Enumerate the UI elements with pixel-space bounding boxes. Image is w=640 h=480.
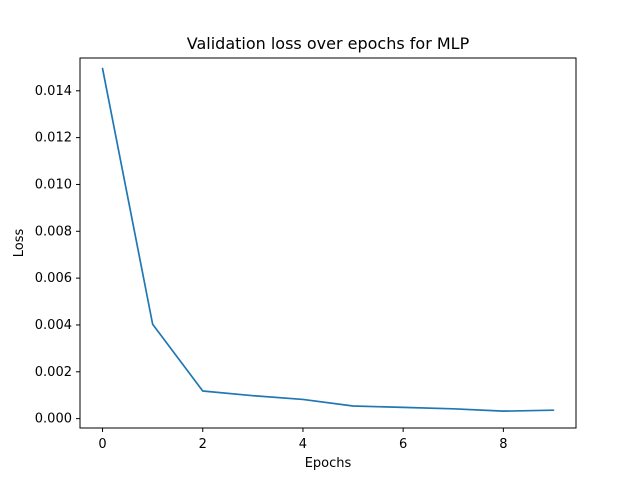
y-tick-label-1: 0.002	[35, 365, 72, 380]
series-line-0	[101, 67, 555, 412]
y-tick-label-5: 0.010	[35, 177, 72, 192]
chart-title: Validation loss over epochs for MLP	[187, 34, 470, 53]
series-layer	[101, 67, 555, 412]
x-tick-label-4: 8	[499, 437, 507, 452]
y-tick-label-6: 0.012	[35, 131, 72, 146]
y-axis-label: Loss	[12, 229, 27, 258]
y-tick-label-0: 0.000	[35, 412, 72, 427]
x-tick-label-2: 4	[299, 437, 307, 452]
x-tick-label-1: 2	[199, 437, 207, 452]
plot-layer: 0 2 4 6 8 0.000 0.002 0.004 0.006 0.008 0.010 0.01…	[35, 57, 577, 452]
x-tick-label-0: 0	[98, 437, 106, 452]
plot-area-frame	[79, 57, 577, 429]
x-axis-ticks: 0 2 4 6 8	[98, 428, 507, 452]
y-axis-ticks: 0.000 0.002 0.004 0.006 0.008 0.010 0.012 0.014	[35, 84, 80, 427]
y-tick-label-4: 0.008	[35, 224, 72, 239]
y-tick-label-2: 0.004	[35, 318, 72, 333]
y-tick-label-3: 0.006	[35, 271, 72, 286]
y-tick-label-7: 0.014	[35, 84, 72, 99]
x-tick-label-3: 6	[399, 437, 407, 452]
x-axis-label: Epochs	[305, 456, 352, 471]
